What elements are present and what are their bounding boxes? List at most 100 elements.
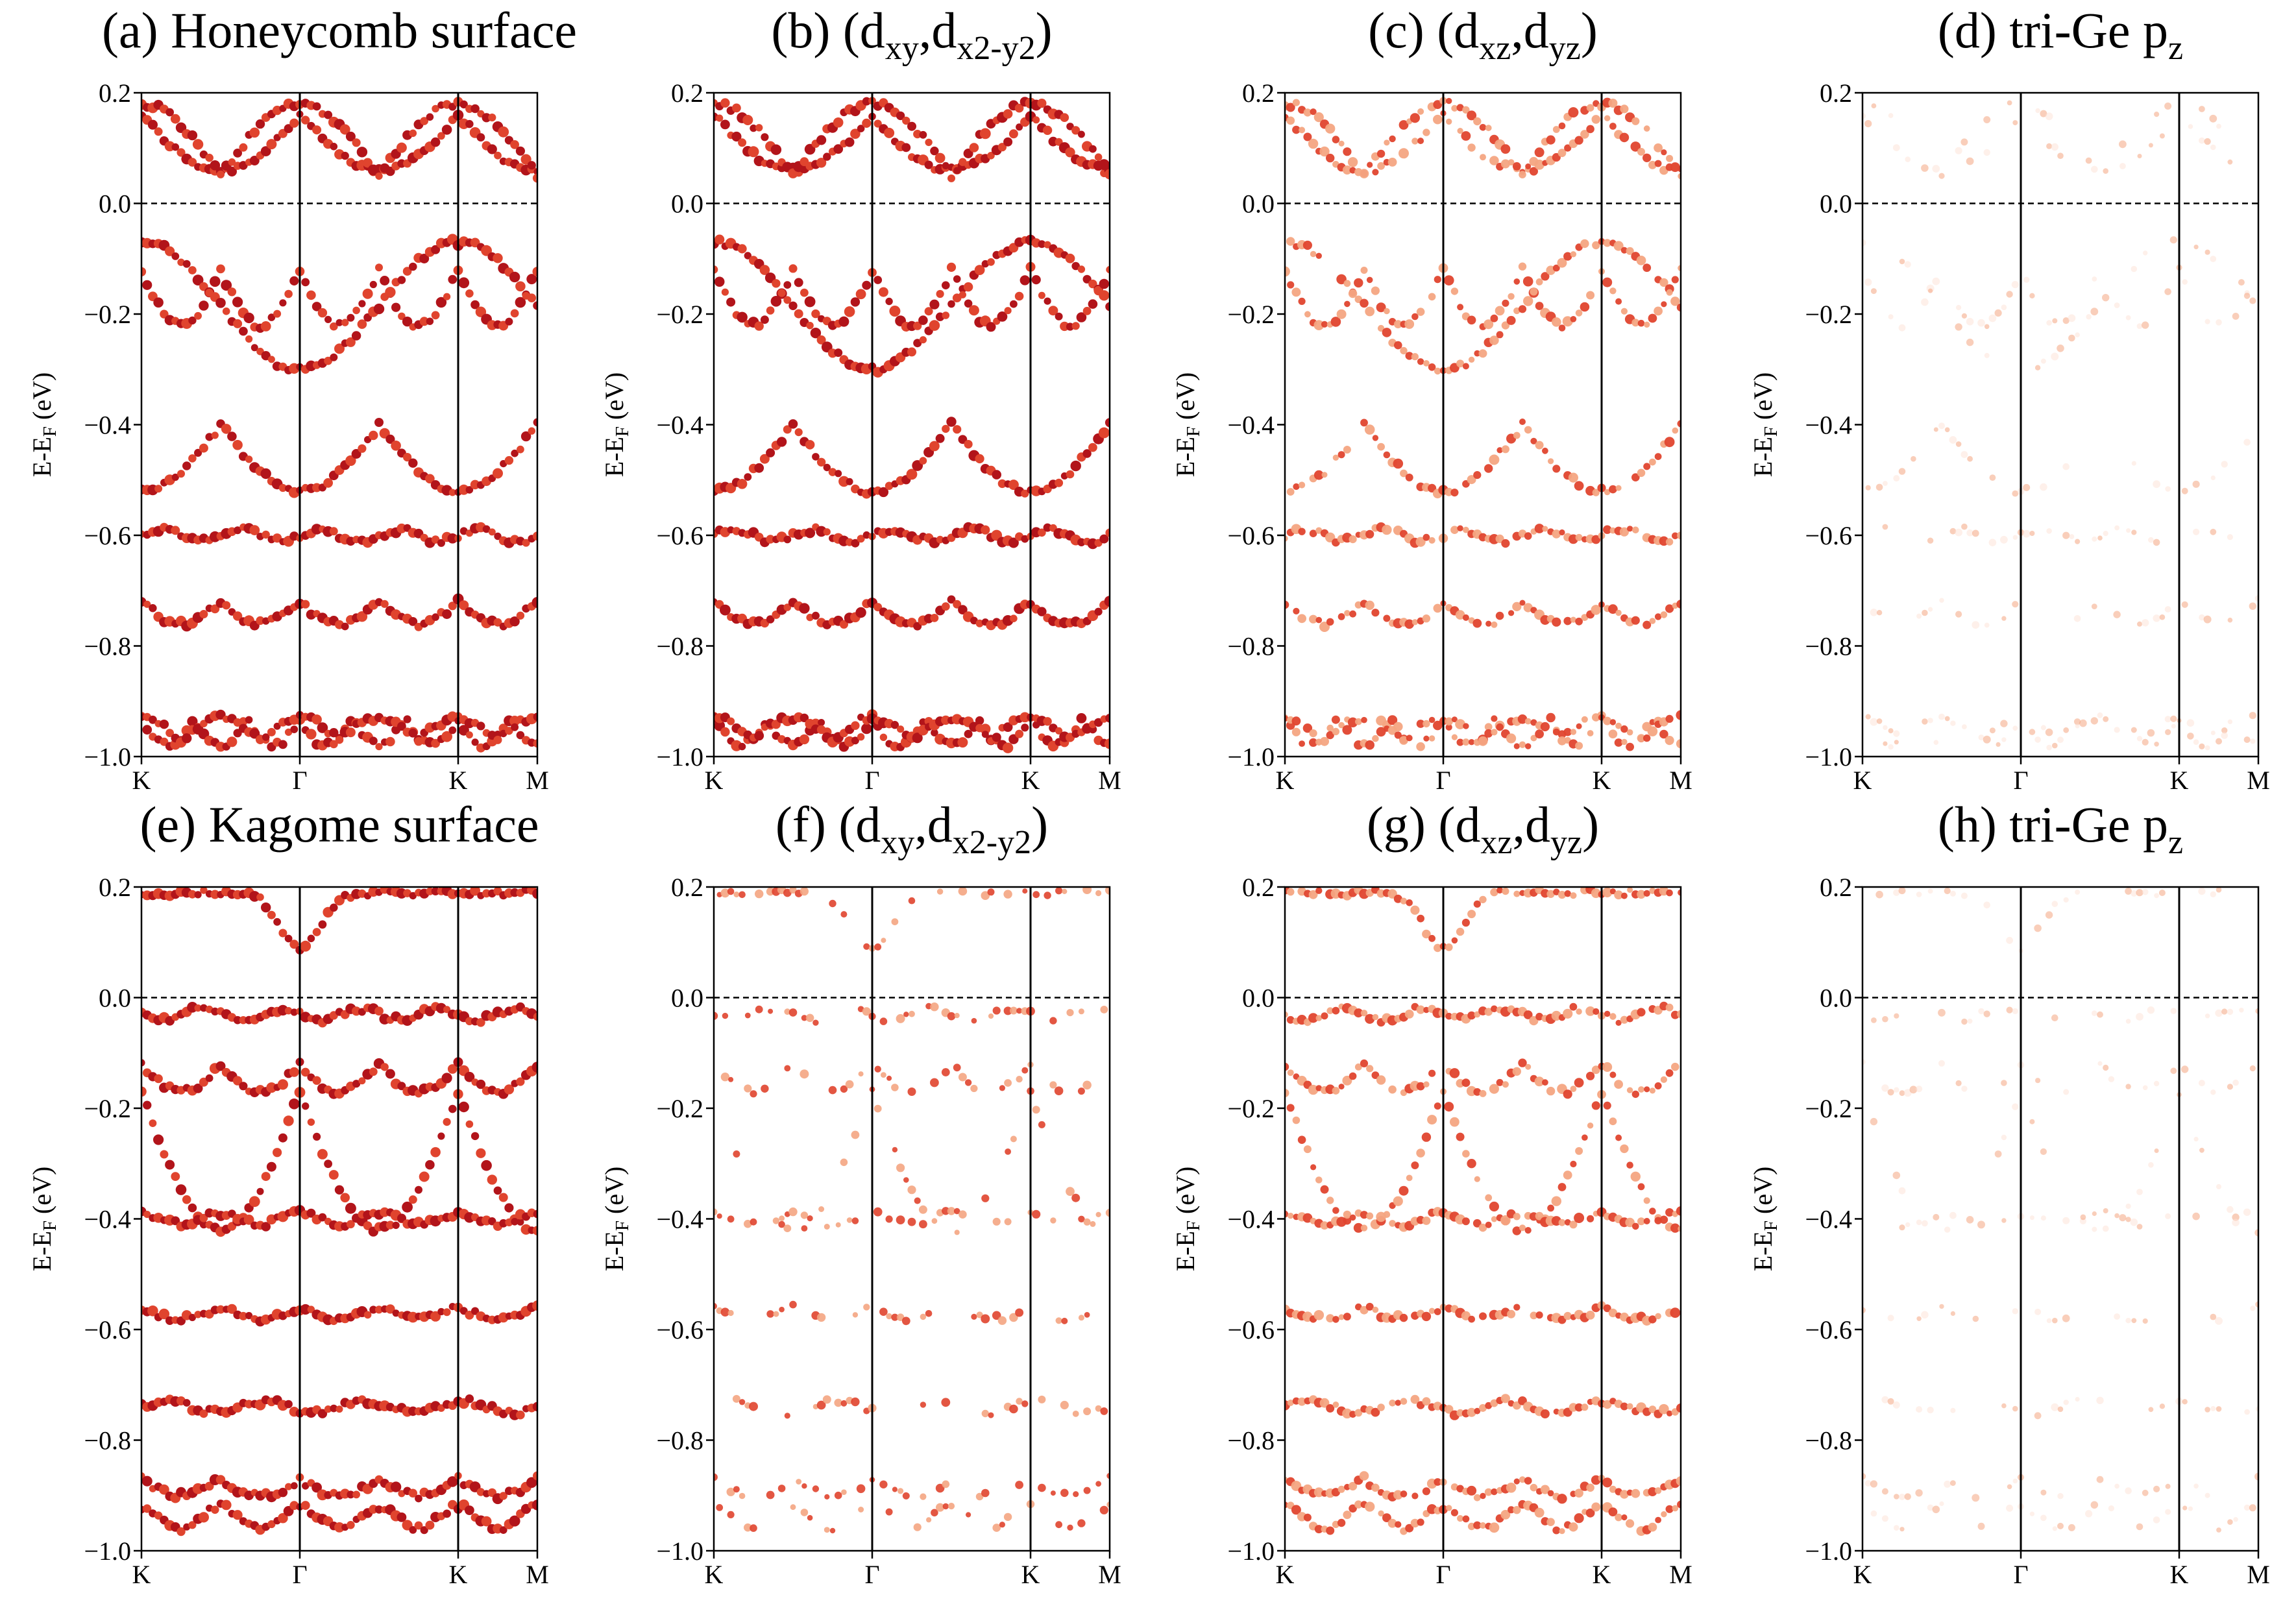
band-point [1003, 1512, 1012, 1522]
band-point [1636, 256, 1646, 265]
band-point [750, 1524, 757, 1532]
band-point [1491, 729, 1498, 736]
band-point [447, 533, 458, 544]
band-point [2148, 537, 2154, 543]
band-point [290, 725, 299, 733]
band-point [2181, 487, 2188, 494]
band-point [278, 1133, 287, 1143]
band-point [1422, 929, 1431, 939]
band-point [1348, 289, 1358, 298]
band-point [1552, 529, 1561, 539]
band-point [262, 733, 270, 741]
band-point [510, 140, 519, 149]
band-point [306, 290, 316, 300]
band-point [1637, 468, 1646, 478]
y-tick-label: −1.0 [84, 1536, 131, 1566]
band-point [1881, 1515, 1888, 1522]
band-point [2012, 1478, 2018, 1484]
band-point [1106, 265, 1110, 274]
band-point [1292, 125, 1301, 134]
band-point [1563, 1311, 1572, 1320]
band-point [1361, 716, 1367, 723]
band-point [1513, 743, 1520, 749]
band-point [2192, 1212, 2200, 1220]
band-point [2193, 528, 2200, 535]
band-point [784, 1008, 791, 1015]
x-tick-label-3: M [1669, 766, 1692, 795]
band-point [1978, 1008, 1985, 1015]
panel-h: 0.20.0−0.2−0.4−0.6−0.8−1.0K Γ K ME-EF (eV)(… [1748, 796, 2270, 1589]
band-point [2119, 140, 2127, 149]
band-point [1915, 1489, 1923, 1497]
band-point [2249, 602, 2256, 610]
band-point [794, 309, 803, 319]
band-point [2125, 1487, 2132, 1494]
band-point [182, 260, 191, 268]
band-point [1916, 613, 1922, 619]
band-point [1365, 1014, 1375, 1024]
band-point [1411, 353, 1419, 361]
band-point [1665, 714, 1674, 723]
band-point [1615, 298, 1622, 305]
band-point [1489, 156, 1499, 165]
band-point [239, 326, 248, 336]
band-point [1967, 455, 1973, 462]
band-point [1523, 1010, 1533, 1019]
band-point [1654, 453, 1662, 460]
band-point [1343, 1313, 1351, 1321]
band-point [1387, 715, 1398, 725]
scatter-points [1285, 887, 1681, 1536]
band-point [1542, 526, 1548, 532]
band-point [1972, 1315, 1979, 1322]
band-point [380, 163, 390, 173]
band-point [1672, 427, 1679, 434]
band-point [2063, 1089, 2070, 1095]
band-point [1927, 1406, 1934, 1414]
band-point [1446, 118, 1452, 125]
band-point [1661, 301, 1667, 308]
panel-g: 0.20.0−0.2−0.4−0.6−0.8−1.0K Γ K ME-EF (eV)(… [1171, 796, 1692, 1589]
band-point [881, 938, 886, 943]
scatter-points [714, 97, 1110, 753]
band-point [2199, 137, 2205, 144]
band-point [1519, 1476, 1526, 1483]
band-point [2136, 736, 2143, 742]
band-point [2006, 936, 2014, 944]
band-point [504, 455, 514, 465]
band-point [1881, 1396, 1889, 1403]
y-tick-label: 0.2 [99, 79, 131, 108]
band-point [1643, 125, 1650, 132]
band-point [1411, 313, 1419, 321]
band-point [1905, 1222, 1911, 1228]
band-point [2035, 1078, 2041, 1084]
band-point [1933, 740, 1939, 745]
band-point [1513, 307, 1520, 315]
band-point [1016, 1076, 1023, 1083]
band-point [1099, 1505, 1108, 1514]
band-point [273, 917, 281, 926]
band-point [1670, 297, 1680, 306]
band-point [330, 143, 338, 151]
band-point [1977, 1220, 1985, 1229]
band-point [1672, 532, 1679, 540]
band-point [720, 604, 731, 616]
band-point [1319, 1398, 1330, 1408]
band-point [312, 928, 321, 936]
band-point [1916, 892, 1922, 897]
band-point [345, 727, 356, 738]
band-point [1338, 1314, 1345, 1320]
band-point [1615, 485, 1622, 491]
band-point [1552, 1526, 1561, 1535]
band-point [2052, 1317, 2058, 1324]
panel-title-b: (b) (dxy,dx2-y2) [771, 2, 1052, 67]
band-point [1972, 621, 1980, 629]
axes-frame [713, 91, 1111, 758]
band-point [2029, 1119, 2035, 1124]
y-tick-label: 0.2 [1242, 79, 1275, 108]
band-point [2114, 525, 2120, 531]
band-point [1637, 319, 1645, 327]
y-tick-label: −0.4 [1227, 411, 1275, 440]
band-point [841, 1489, 847, 1495]
band-point [1020, 275, 1031, 285]
band-point [317, 1409, 328, 1418]
